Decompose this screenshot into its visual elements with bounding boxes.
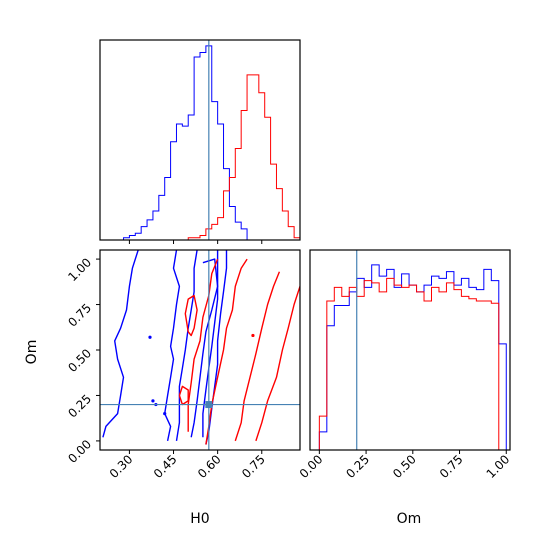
joint-blue-contour	[190, 258, 219, 438]
h0-hist-frame	[99, 39, 301, 241]
joint-red-contour	[234, 271, 281, 442]
om-hist-frame	[309, 249, 511, 451]
joint-blue-contour	[102, 250, 139, 438]
h0-axis-label: H0	[190, 511, 209, 527]
joint-truth-marker	[205, 401, 213, 409]
joint-blue-point	[163, 412, 167, 416]
joint-blue-contour	[164, 250, 181, 442]
joint-blue-contour	[202, 250, 219, 438]
om-x-axis-label: Om	[397, 511, 422, 527]
joint-blue-contour	[175, 250, 198, 442]
joint-contours	[102, 250, 300, 445]
joint-blue-point	[148, 335, 152, 339]
h0-hist-blue-step	[100, 45, 300, 241]
joint-red-contour	[184, 294, 198, 337]
h0-histogram-panel	[99, 39, 301, 244]
joint-red-point	[251, 333, 255, 338]
om-hist-red-step	[318, 277, 507, 451]
joint-blue-point	[151, 399, 155, 403]
om-y-axis-label: Om	[24, 340, 40, 365]
joint-red-contour	[187, 258, 219, 432]
joint-red-contour	[178, 385, 189, 406]
joint-red-contour	[255, 286, 300, 442]
joint-red-contour	[205, 258, 248, 445]
